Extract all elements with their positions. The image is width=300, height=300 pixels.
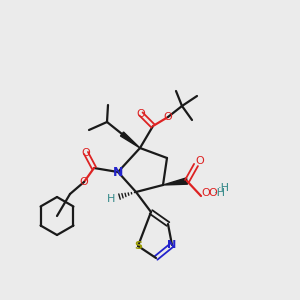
Text: O: O <box>196 156 204 166</box>
Text: O: O <box>136 109 146 119</box>
Text: ·H: ·H <box>214 188 226 198</box>
Text: O: O <box>208 188 217 198</box>
Text: O: O <box>202 188 210 198</box>
Text: N: N <box>113 166 123 178</box>
Text: N: N <box>167 240 177 250</box>
Text: O: O <box>82 148 90 158</box>
Text: ·H: ·H <box>218 183 230 193</box>
Text: O: O <box>80 177 88 187</box>
Polygon shape <box>121 132 140 148</box>
Text: O: O <box>164 112 172 122</box>
Text: H: H <box>107 194 115 204</box>
Text: S: S <box>134 241 142 251</box>
Polygon shape <box>163 178 188 185</box>
